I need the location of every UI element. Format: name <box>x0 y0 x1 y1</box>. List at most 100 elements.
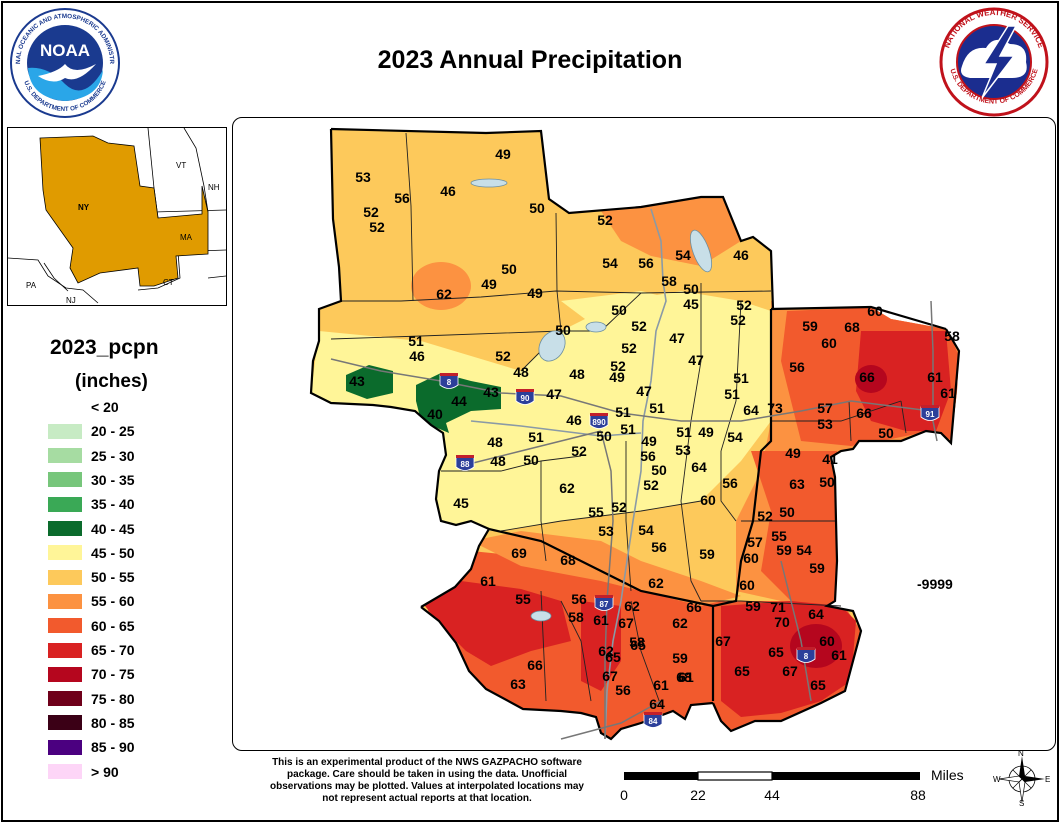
scale-tick-88: 88 <box>910 787 926 803</box>
station-value: 60 <box>743 550 759 566</box>
station-value: 50 <box>555 322 571 338</box>
legend-item: 45 - 50 <box>48 543 135 563</box>
legend-swatch <box>48 691 82 707</box>
station-value: 53 <box>675 442 691 458</box>
station-value: 66 <box>856 405 872 421</box>
station-value: 52 <box>621 340 637 356</box>
station-value: 62 <box>624 598 640 614</box>
station-value: 61 <box>831 647 847 663</box>
station-value: 55 <box>515 591 531 607</box>
station-value: 49 <box>785 445 801 461</box>
legend-swatch <box>48 666 82 682</box>
station-value: 52 <box>611 499 627 515</box>
station-value: 61 <box>927 369 943 385</box>
legend-label: 65 - 70 <box>91 642 135 658</box>
inset-label-vt: VT <box>176 161 186 170</box>
station-value: 54 <box>675 247 691 263</box>
svg-text:8: 8 <box>804 652 809 661</box>
station-value: 53 <box>817 416 833 432</box>
station-value: 56 <box>640 448 656 464</box>
station-value: 59 <box>699 546 715 562</box>
station-value: 50 <box>529 200 545 216</box>
inset-label-nj: NJ <box>66 296 76 305</box>
legend-label: 20 - 25 <box>91 423 135 440</box>
interstate-shield-icon: 90 <box>515 389 535 405</box>
legend-swatch <box>48 764 82 779</box>
interstate-shield-icon: 8 <box>439 373 459 389</box>
station-value: 62 <box>672 615 688 631</box>
legend-label: 60 - 65 <box>91 617 135 634</box>
station-value: 50 <box>611 302 627 318</box>
station-value: 62 <box>559 480 575 496</box>
compass-e: E <box>1045 775 1050 784</box>
station-value: 52 <box>495 348 511 364</box>
station-value: 52 <box>369 219 385 235</box>
legend-item: 25 - 30 <box>48 446 135 466</box>
legend-item: 55 - 60 <box>48 591 135 611</box>
legend-label: 35 - 40 <box>91 496 135 513</box>
inset-label-ny: NY <box>78 203 90 212</box>
station-value: 44 <box>451 393 467 409</box>
station-value: 50 <box>651 462 667 478</box>
inset-label-nh: NH <box>208 183 220 192</box>
station-value: 55 <box>588 504 604 520</box>
compass-rose-icon: N S W E <box>993 748 1051 808</box>
legend-swatch <box>48 593 82 609</box>
legend-swatch <box>48 496 82 512</box>
locator-inset-map: NY VT NH MA CT PA NJ <box>7 127 227 306</box>
station-value: 56 <box>571 591 587 607</box>
interstate-shield-icon: 890 <box>589 413 609 429</box>
svg-text:88: 88 <box>461 460 470 469</box>
precip-fill-areas <box>311 197 959 739</box>
station-value: 65 <box>810 677 826 693</box>
svg-text:84: 84 <box>649 717 658 726</box>
interstate-shield-icon: 8 <box>796 647 816 663</box>
station-value: 66 <box>859 369 875 385</box>
station-value: 58 <box>944 328 960 344</box>
station-value: 60 <box>700 492 716 508</box>
legend-item: > 90 <box>48 762 119 782</box>
station-value: 41 <box>822 451 838 467</box>
station-value: 62 <box>436 286 452 302</box>
legend-item: < 20 <box>48 397 119 417</box>
station-value: 64 <box>808 606 824 622</box>
legend-swatch <box>48 521 82 536</box>
legend-label: > 90 <box>91 763 119 780</box>
station-value: 51 <box>408 333 424 349</box>
legend-item: 75 - 80 <box>48 689 135 709</box>
station-value: 67 <box>602 668 618 684</box>
station-value: 54 <box>638 522 654 538</box>
station-value: 59 <box>745 598 761 614</box>
legend-label: 80 - 85 <box>91 714 135 731</box>
legend-swatch <box>48 739 82 755</box>
station-value: 49 <box>481 276 497 292</box>
legend-label: 50 - 55 <box>91 569 135 586</box>
station-value: 56 <box>615 682 631 698</box>
station-value: 53 <box>598 523 614 539</box>
station-value: 62 <box>648 575 664 591</box>
legend-swatch <box>48 448 82 464</box>
station-value: 64 <box>743 402 759 418</box>
station-value: 57 <box>817 400 833 416</box>
legend-item: 60 - 65 <box>48 616 135 636</box>
legend-title: 2023_pcpn <box>50 336 159 359</box>
station-value: 54 <box>727 429 743 445</box>
legend-label: 25 - 30 <box>91 447 135 464</box>
legend-item: 35 - 40 <box>48 494 135 514</box>
station-value: 52 <box>757 508 773 524</box>
station-value: 50 <box>596 428 612 444</box>
svg-text:87: 87 <box>600 600 609 609</box>
station-value: 64 <box>649 696 665 712</box>
compass-s: S <box>1019 799 1024 806</box>
station-value: 52 <box>643 477 659 493</box>
legend-item: 50 - 55 <box>48 567 135 587</box>
nws-logo: NATIONAL WEATHER SERVICE U.S. DEPARTMENT… <box>938 6 1050 118</box>
legend-swatch <box>48 423 82 439</box>
station-value: 47 <box>546 386 562 402</box>
station-value: 46 <box>440 183 456 199</box>
station-value: 46 <box>409 348 425 364</box>
station-value: 61 <box>480 573 496 589</box>
station-value: 40 <box>427 406 443 422</box>
